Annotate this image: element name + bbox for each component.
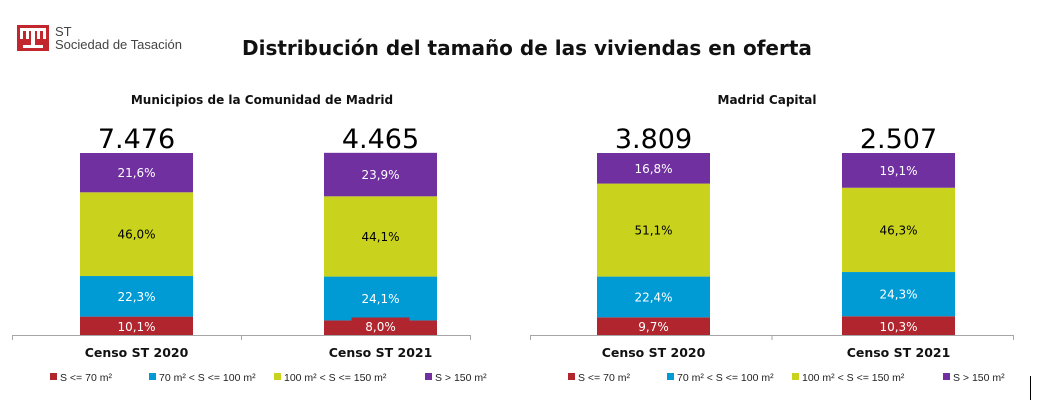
sociedad-de-tasacion-logo-icon (17, 25, 49, 51)
legend-swatch (792, 373, 799, 380)
data-label: 22,3% (117, 290, 155, 304)
data-label: 24,3% (879, 288, 917, 302)
data-label: 22,4% (634, 290, 672, 304)
legend-label: S > 150 m² (953, 372, 1005, 384)
bar-segment (842, 187, 955, 273)
bar-total-label: 4.465 (342, 124, 419, 155)
legend-label: S <= 70 m² (578, 372, 630, 384)
bar-segment (324, 152, 437, 197)
legend-label: 100 m² < S <= 150 m² (802, 372, 905, 384)
legend-swatch (149, 373, 156, 380)
bar-segment (597, 276, 710, 318)
data-label-box (869, 317, 928, 335)
bar-segment (324, 276, 437, 321)
data-label: 23,9% (361, 168, 399, 182)
bar-segment (842, 272, 955, 317)
data-label: 8,0% (365, 320, 396, 334)
bar-total-label: 3.809 (615, 124, 692, 155)
data-label: 24,1% (361, 292, 399, 306)
x-tick-label: Censo ST 2020 (602, 345, 706, 360)
bar-segment (80, 153, 193, 193)
data-label: 44,1% (361, 230, 399, 244)
bar-total-label: 2.507 (860, 124, 937, 155)
x-tick-label: Censo ST 2021 (847, 345, 951, 360)
legend-label: S <= 70 m² (60, 372, 112, 384)
bar-segment (80, 276, 193, 317)
chart-title: Municipios de la Comunidad de Madrid (131, 93, 393, 107)
data-label: 16,8% (634, 162, 672, 176)
data-label: 9,7% (638, 320, 669, 334)
data-label-box (107, 317, 166, 335)
data-label-box (351, 317, 410, 335)
data-label: 46,0% (117, 228, 155, 242)
legend-swatch (425, 373, 432, 380)
legend-swatch (667, 373, 674, 380)
legend-label: 70 m² < S <= 100 m² (159, 372, 256, 384)
legend-label: S > 150 m² (435, 372, 487, 384)
data-label: 21,6% (117, 166, 155, 180)
bar-segment (80, 192, 193, 277)
legend-label: 70 m² < S <= 100 m² (677, 372, 774, 384)
brand-line-2: Sociedad de Tasación (55, 37, 182, 52)
brand-line-1: ST (55, 24, 72, 39)
chart-title: Madrid Capital (718, 93, 817, 107)
data-label: 46,3% (879, 223, 917, 237)
data-label: 10,1% (117, 320, 155, 334)
legend-swatch (50, 373, 57, 380)
x-tick-label: Censo ST 2020 (85, 345, 189, 360)
legend-swatch (568, 373, 575, 380)
bar-segment (597, 183, 710, 277)
text-cursor-mark (1030, 376, 1031, 400)
legend-swatch (274, 373, 281, 380)
legend-label: 100 m² < S <= 150 m² (284, 372, 387, 384)
page-title: Distribución del tamaño de las viviendas… (242, 36, 812, 60)
data-label: 10,3% (879, 320, 917, 334)
legend-swatch (943, 373, 950, 380)
bar-total-label: 7.476 (98, 124, 175, 155)
x-tick-label: Censo ST 2021 (329, 345, 433, 360)
bar-segment (842, 153, 955, 188)
data-label: 51,1% (634, 224, 672, 238)
brand-name: ST Sociedad de Tasación (55, 25, 182, 51)
bar-segment (597, 153, 710, 184)
data-label-box (624, 317, 683, 335)
data-label: 19,1% (879, 164, 917, 178)
bar-segment (324, 196, 437, 277)
